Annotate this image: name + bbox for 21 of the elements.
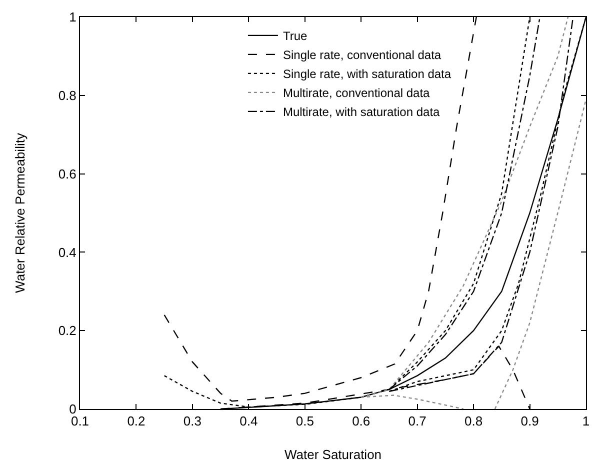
x-tick-label: 0.6 bbox=[352, 414, 370, 429]
legend-label: Multirate, with saturation data bbox=[282, 105, 440, 120]
x-tick-label: 0.9 bbox=[520, 414, 539, 429]
y-tick-label: 0.8 bbox=[58, 88, 76, 103]
x-tick-label: 0.2 bbox=[127, 414, 146, 429]
y-tick-label: 0.6 bbox=[58, 166, 76, 182]
y-tick-label: 0.2 bbox=[58, 323, 76, 338]
y-tick-label: 0.4 bbox=[58, 244, 76, 260]
x-tick-label: 1 bbox=[582, 414, 590, 429]
legend-label: True bbox=[282, 29, 308, 44]
x-tick-label: 0.3 bbox=[183, 414, 202, 429]
y-tick-label: 1 bbox=[69, 10, 76, 25]
legend-label: Single rate, with saturation data bbox=[282, 67, 452, 82]
x-tick-label: 0.7 bbox=[408, 414, 426, 429]
x-tick-label: 0.4 bbox=[240, 414, 258, 429]
x-tick-label: 0.5 bbox=[296, 414, 314, 429]
legend-label: Single rate, conventional data bbox=[282, 48, 442, 62]
x-tick-label: 0.8 bbox=[464, 414, 483, 429]
y-axis-title: Water Relative Permeability bbox=[12, 132, 28, 293]
x-axis-title: Water Saturation bbox=[284, 447, 382, 462]
legend-label: Multirate, conventional data bbox=[282, 86, 430, 100]
